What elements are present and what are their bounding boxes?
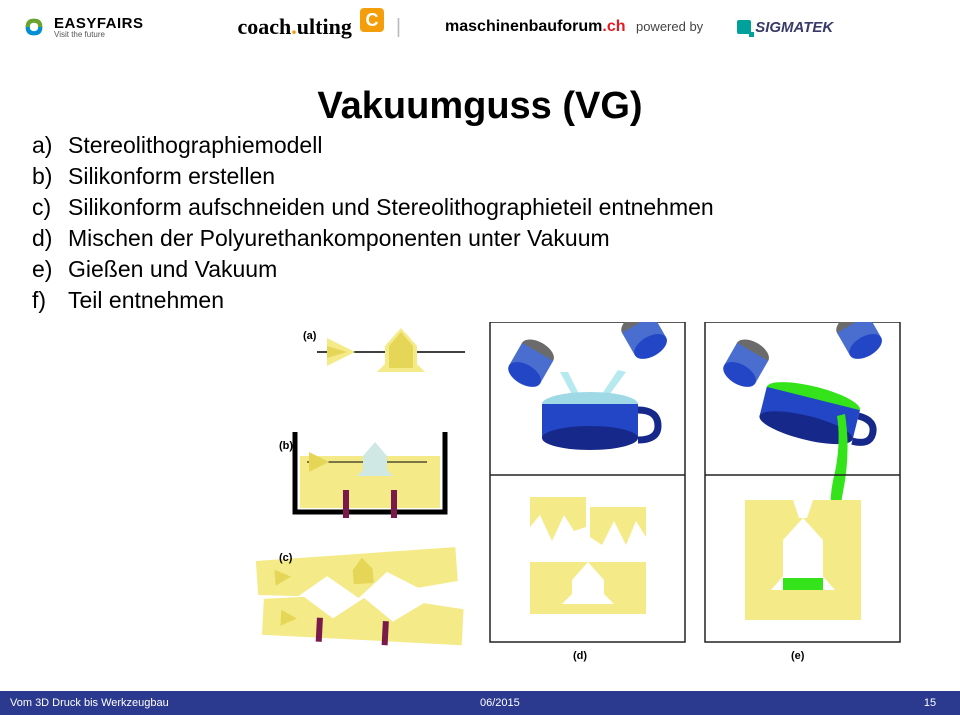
powered-by-label: powered by [636, 19, 703, 34]
diagram-svg [195, 322, 915, 662]
footer-center: 06/2015 [480, 697, 520, 709]
diagram-label-a: (a) [303, 330, 316, 342]
c-badge-icon: C [360, 8, 384, 32]
list-item: b)Silikonform erstellen [32, 161, 714, 192]
slide-title: Vakuumguss (VG) [0, 85, 960, 128]
coach-b: ulting [297, 14, 352, 39]
easyfairs-name: EASYFAIRS [54, 16, 144, 31]
mbf-b: forum [557, 18, 602, 35]
footer-left: Vom 3D Druck bis Werkzeugbau [10, 697, 169, 709]
list-item: e)Gießen und Vakuum [32, 254, 714, 285]
list-item: a)Stereolithographiemodell [32, 130, 714, 161]
easyfairs-icon [20, 13, 48, 41]
list-item: d)Mischen der Polyurethankomponenten unt… [32, 223, 714, 254]
footer-page-number: 15 [924, 697, 936, 709]
mbf-ch: .ch [602, 18, 625, 35]
process-list: a)Stereolithographiemodell b)Silikonform… [32, 130, 714, 316]
coach-a: coach [238, 14, 292, 39]
easyfairs-logo: EASYFAIRS Visit the future [20, 13, 144, 41]
diagram-label-b: (b) [279, 440, 293, 452]
process-diagram: (a) (b) (c) (d) (e) [195, 322, 915, 662]
list-item: f)Teil entnehmen [32, 285, 714, 316]
sigmatek-icon [737, 20, 751, 34]
easyfairs-tag: Visit the future [54, 31, 144, 39]
diagram-label-d: (d) [573, 650, 587, 662]
list-item: c)Silikonform aufschneiden und Stereolit… [32, 192, 714, 223]
diagram-label-c: (c) [279, 552, 292, 564]
slide-footer: Vom 3D Druck bis Werkzeugbau 06/2015 15 [0, 691, 960, 715]
coachulting-logo: coach.ulting [238, 14, 352, 40]
diagram-label-e: (e) [791, 650, 804, 662]
separator-icon: | [396, 16, 401, 39]
slide-header: EASYFAIRS Visit the future coach.ulting … [0, 0, 960, 54]
sigmatek-text: SIGMATEK [755, 19, 833, 36]
maschinenbauforum-logo: maschinenbauforum.ch powered by [445, 18, 703, 36]
mbf-a: maschinenbau [445, 18, 557, 35]
sigmatek-logo: SIGMATEK [737, 19, 833, 36]
